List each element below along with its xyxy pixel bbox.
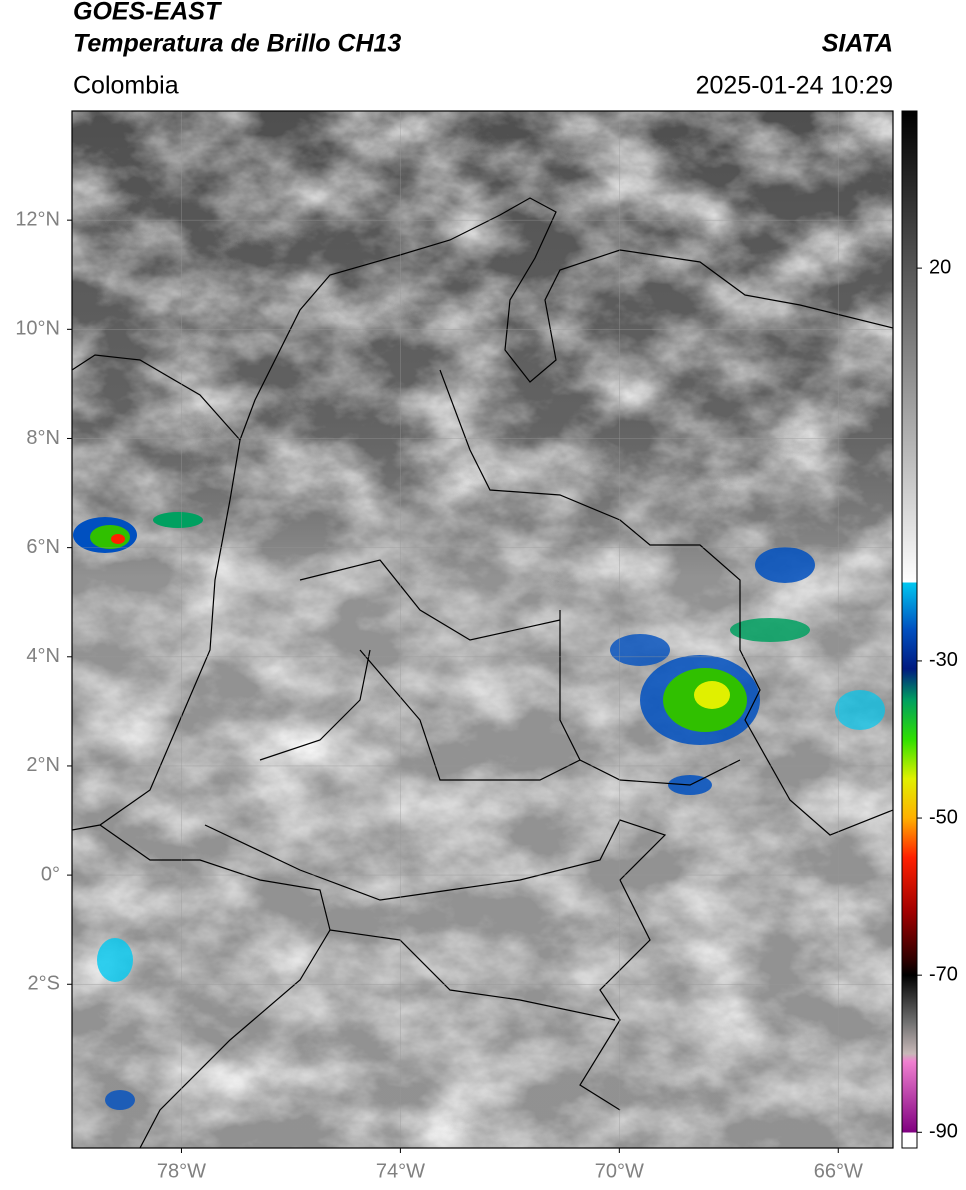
imagery [72,111,893,1148]
subtitle: Temperatura de Brillo CH13 [73,30,401,58]
y-tick-label: 0° [41,863,60,885]
x-tick-label: 66°W [814,1160,863,1182]
colorbar [901,110,918,1149]
map-frame [71,110,894,1149]
colorbar-tick-label: -70 [929,963,958,985]
colorbar-tick-label: -30 [929,649,958,671]
borders [72,197,893,1148]
source: SIATA [822,30,893,58]
title: GOES-EAST [73,0,223,26]
region: Colombia [73,72,179,100]
colorbar-tick-label: -90 [929,1121,958,1143]
y-tick-label: 4°N [26,645,60,667]
colorbar-tick-label: 20 [929,256,951,278]
y-tick-label: 10°N [15,318,60,340]
x-tick-label: 74°W [376,1160,425,1182]
y-tick-label: 8°N [26,427,60,449]
x-tick-label: 70°W [595,1160,644,1182]
y-tick-label: 2°N [26,754,60,776]
x-tick-label: 78°W [157,1160,206,1182]
y-tick-label: 2°S [28,973,60,995]
y-tick-label: 6°N [26,536,60,558]
colorbar-tick-label: -50 [929,806,958,828]
grid [72,111,893,1148]
y-tick-label: 12°N [15,208,60,230]
convection [73,512,885,1110]
datetime: 2025-01-24 10:29 [696,72,893,100]
